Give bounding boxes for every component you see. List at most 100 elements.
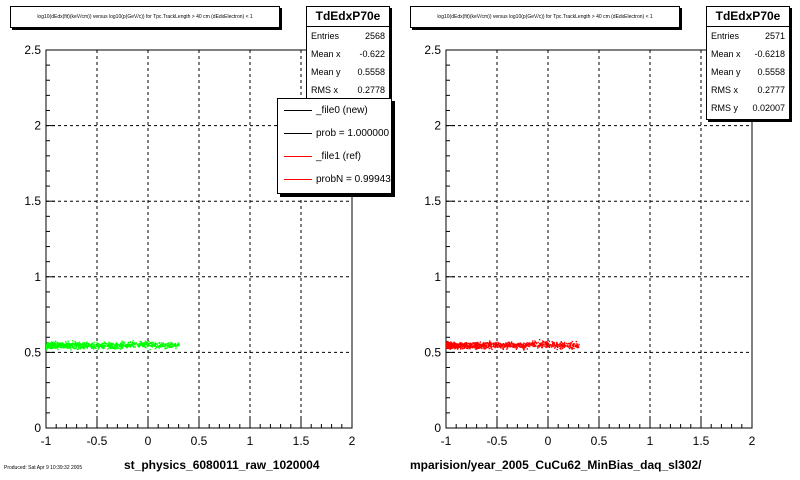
x-tick-label: 0	[145, 434, 152, 448]
legend-entry: _file1 (ref)	[278, 145, 391, 168]
data-point	[471, 344, 473, 346]
data-point	[453, 344, 456, 347]
data-point	[456, 343, 458, 345]
data-point	[142, 345, 145, 348]
data-point	[60, 345, 62, 347]
data-point	[573, 343, 575, 345]
data-point	[110, 344, 113, 346]
data-point	[454, 346, 457, 349]
data-point	[68, 342, 70, 345]
data-point	[460, 343, 462, 346]
data-point	[114, 343, 117, 346]
data-point	[93, 346, 95, 349]
data-point	[94, 345, 96, 347]
stats-value: 0.5558	[357, 67, 385, 77]
data-point	[491, 348, 493, 351]
data-point	[447, 343, 449, 345]
data-point	[151, 346, 154, 348]
data-point	[488, 342, 490, 344]
data-point	[82, 347, 84, 349]
data-point	[447, 344, 449, 346]
data-point	[58, 344, 61, 347]
data-point	[150, 343, 153, 345]
x-tick-label: -0.5	[87, 434, 108, 448]
data-point	[477, 342, 479, 344]
data-point	[515, 348, 518, 350]
y-tick-label: 1	[434, 270, 441, 284]
data-point	[77, 346, 80, 349]
data-point	[506, 345, 508, 347]
data-point	[484, 343, 486, 345]
data-point	[117, 347, 120, 349]
data-point	[127, 341, 130, 344]
data-point	[170, 346, 172, 348]
data-point	[453, 345, 455, 347]
data-point	[522, 346, 525, 348]
stats-row: RMS y 0.02007	[707, 99, 789, 117]
data-point	[479, 346, 481, 348]
data-point	[61, 345, 64, 347]
data-point	[545, 346, 547, 349]
data-point	[510, 342, 513, 344]
data-point	[143, 343, 146, 345]
x-tick-label: 0.5	[591, 434, 608, 448]
data-point	[474, 346, 476, 348]
data-point	[551, 344, 554, 347]
data-point	[520, 346, 522, 348]
data-point	[478, 344, 480, 346]
data-point	[492, 345, 495, 347]
data-point	[92, 342, 94, 345]
legend-entry: _file0 (new)	[278, 99, 391, 122]
data-point	[57, 346, 60, 348]
legend-label: _file1 (ref)	[316, 151, 362, 162]
data-point	[456, 347, 459, 349]
data-point	[51, 343, 53, 346]
data-point	[143, 342, 145, 344]
data-point	[543, 345, 545, 347]
stats-row: Entries 2568	[307, 27, 389, 45]
data-point	[545, 345, 547, 348]
data-point	[478, 345, 480, 348]
data-point	[125, 346, 127, 348]
y-tick-label: 2	[434, 119, 441, 133]
data-point	[558, 345, 561, 347]
data-point	[153, 344, 156, 347]
data-point	[518, 343, 521, 345]
data-point	[469, 346, 472, 348]
data-point	[526, 348, 528, 350]
data-point	[92, 347, 94, 349]
y-tick-label: 0.5	[424, 345, 441, 359]
data-point	[80, 344, 82, 347]
data-point	[544, 341, 546, 344]
data-point	[132, 343, 135, 345]
data-point	[79, 343, 82, 346]
data-point	[465, 344, 467, 347]
data-point	[497, 344, 499, 346]
data-point	[77, 348, 80, 350]
data-point	[478, 347, 480, 349]
data-point	[60, 347, 63, 349]
data-point	[153, 345, 155, 347]
x-tick-label: -1	[441, 434, 452, 448]
data-point	[171, 342, 173, 345]
data-point	[555, 342, 558, 344]
data-point	[481, 345, 483, 347]
data-point	[538, 346, 540, 348]
data-point	[115, 343, 118, 345]
data-point	[124, 344, 126, 346]
data-point	[568, 346, 570, 349]
data-point	[483, 347, 485, 350]
data-point	[485, 345, 487, 348]
data-point	[110, 345, 112, 348]
data-point	[111, 342, 113, 345]
stats-row: Entries 2571	[707, 27, 789, 45]
data-point	[47, 347, 49, 349]
data-point	[156, 346, 158, 348]
data-point	[145, 343, 147, 346]
data-point	[578, 343, 580, 346]
data-point	[540, 344, 542, 346]
data-point	[175, 345, 177, 348]
data-point	[70, 343, 73, 345]
legend-line	[284, 179, 312, 180]
stats-key: Mean y	[311, 67, 341, 77]
